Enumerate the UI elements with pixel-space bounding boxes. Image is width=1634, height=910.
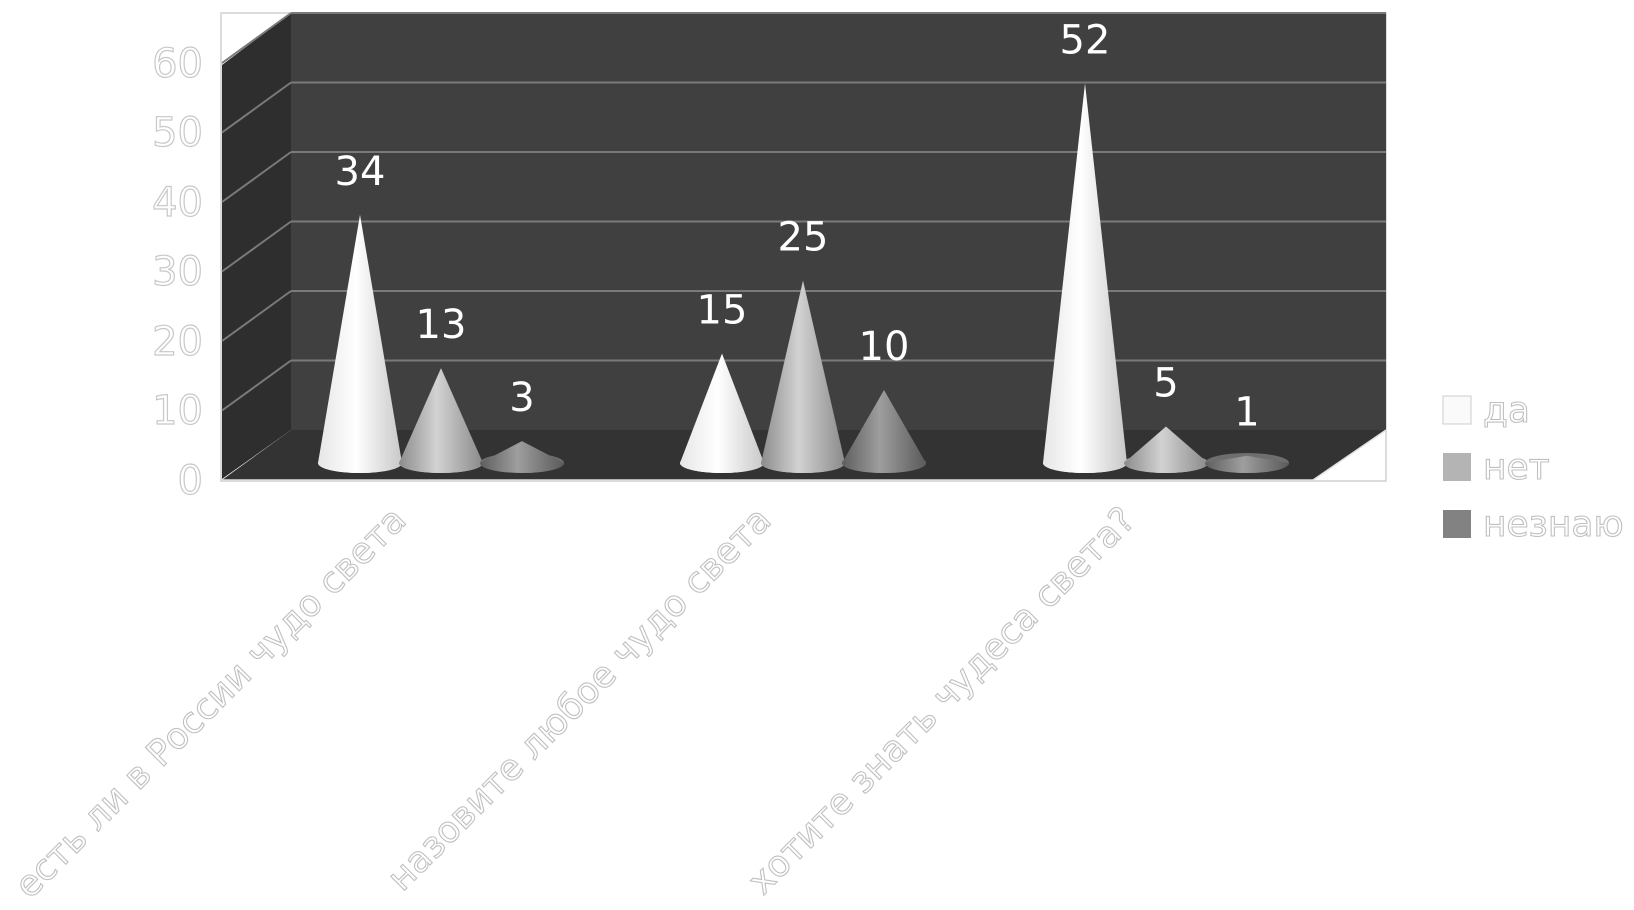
legend-swatch-neznayu — [1443, 510, 1471, 538]
y-tick-label: 20 — [152, 319, 203, 365]
cone-body — [480, 441, 564, 473]
cone-body — [680, 353, 764, 473]
gridline — [221, 12, 292, 64]
data-label: 5 — [1153, 361, 1178, 407]
y-tick-label: 30 — [152, 249, 203, 295]
y-tick-label: 60 — [152, 41, 203, 87]
gridline — [221, 81, 292, 134]
legend: да нет незнаю — [1442, 389, 1624, 546]
category-label: назовите любое чудо света — [380, 499, 780, 899]
gridlines — [221, 12, 1386, 412]
y-tick-label: 40 — [152, 180, 203, 226]
cone-нет: 5 — [1124, 361, 1208, 473]
cone-незнаю: 3 — [480, 375, 564, 473]
cone-body — [842, 390, 926, 473]
category-label: хотите знать чудеса света? — [740, 499, 1143, 902]
data-label: 52 — [1060, 17, 1111, 63]
legend-swatch-net — [1443, 453, 1471, 481]
cone-да: 52 — [1043, 17, 1127, 474]
y-axis-labels: 0 10 20 30 40 50 60 — [151, 40, 203, 504]
cone-незнаю: 1 — [1205, 390, 1289, 473]
gridline — [221, 220, 292, 273]
legend-swatch-da — [1442, 395, 1472, 425]
cone-да: 15 — [680, 288, 764, 473]
y-tick-label: 0 — [178, 458, 203, 504]
floor-side-edge — [1312, 429, 1387, 481]
data-label: 34 — [335, 149, 386, 195]
cone-body — [318, 214, 402, 473]
cone-нет: 13 — [399, 302, 483, 473]
data-label: 10 — [859, 324, 910, 370]
data-label: 13 — [416, 302, 467, 348]
cone-незнаю: 10 — [842, 324, 926, 473]
legend-label: незнаю — [1483, 504, 1624, 545]
gridline — [221, 290, 292, 342]
cone-body — [1205, 455, 1289, 473]
data-label: 15 — [697, 288, 748, 334]
cone-body — [1124, 426, 1208, 473]
gridline — [221, 151, 292, 203]
cone-body — [399, 368, 483, 473]
cone-series: 34 13 3 15 25 10 52 5 1 — [318, 17, 1289, 474]
y-tick-label: 10 — [152, 388, 203, 434]
x-axis-labels: есть ли в России чудо света назовите люб… — [7, 499, 1144, 907]
cone-body — [761, 280, 845, 473]
data-label: 3 — [509, 375, 534, 421]
data-label: 25 — [778, 215, 829, 261]
legend-label: да — [1483, 390, 1530, 431]
cone-body — [1043, 83, 1127, 474]
gridline — [221, 359, 292, 412]
data-label: 1 — [1234, 390, 1259, 436]
category-label: есть ли в России чудо света — [7, 499, 414, 906]
y-tick-label: 50 — [152, 110, 203, 156]
cone-да: 34 — [318, 149, 402, 473]
cone-нет: 25 — [761, 215, 845, 473]
legend-label: нет — [1483, 447, 1550, 488]
